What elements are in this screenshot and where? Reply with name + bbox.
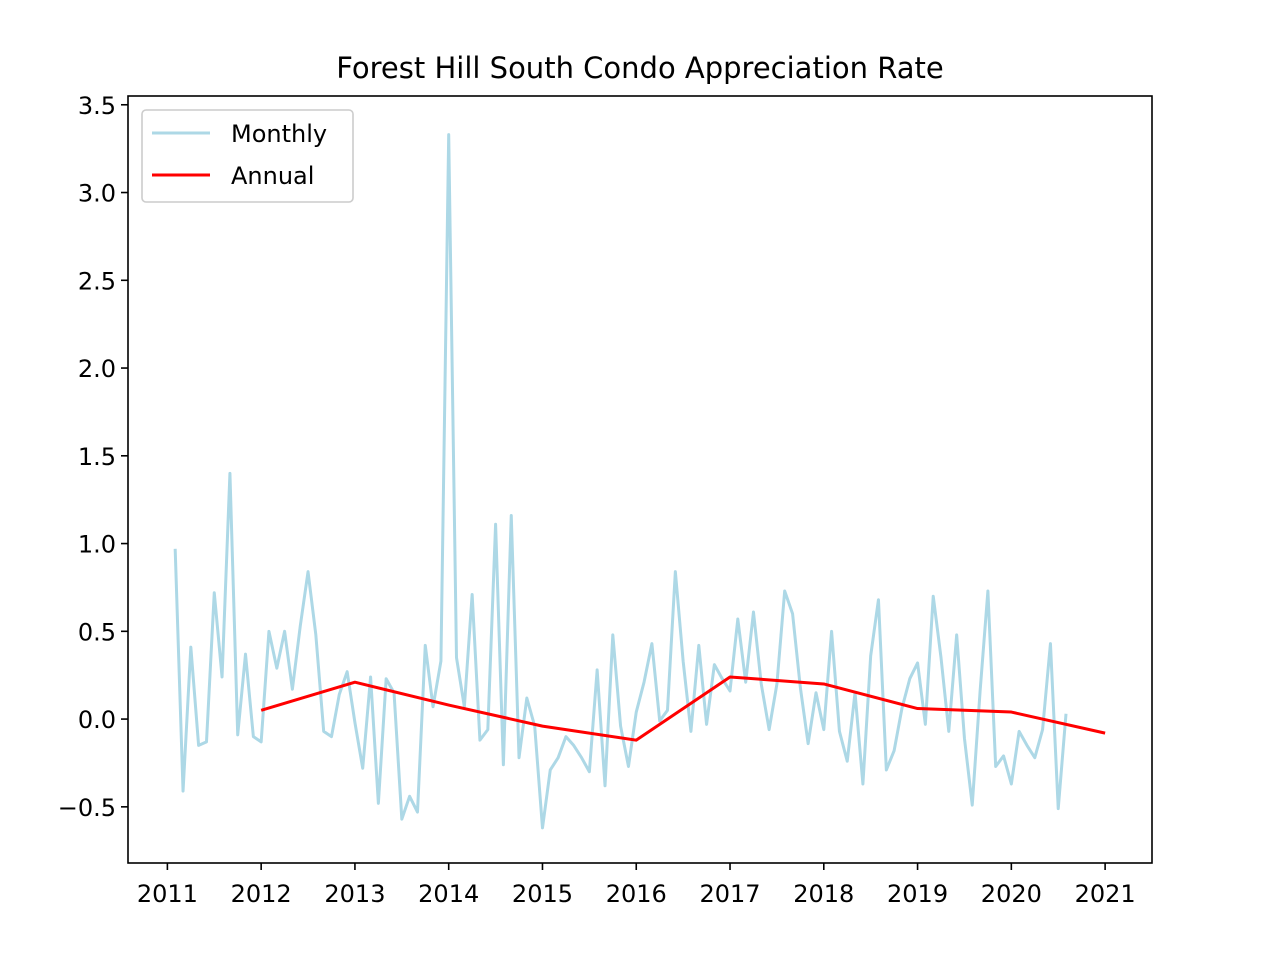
- y-axis: −0.5 0.0 0.5 1.0 1.5 2.0 2.5 3.0 3.5: [58, 92, 128, 822]
- chart-title: Forest Hill South Condo Appreciation Rat…: [336, 51, 943, 85]
- y-tick-label: 1.5: [78, 443, 116, 471]
- y-tick-label: 2.5: [78, 267, 116, 295]
- x-tick-label: 2020: [981, 880, 1042, 908]
- x-tick-label: 2014: [418, 880, 479, 908]
- y-tick-label: 3.0: [78, 180, 116, 208]
- x-tick-label: 2021: [1075, 880, 1136, 908]
- x-tick-label: 2017: [699, 880, 760, 908]
- plot-area: [128, 96, 1152, 863]
- legend-label-annual: Annual: [231, 162, 314, 190]
- series-line-annual: [260, 675, 1106, 742]
- x-tick-label: 2016: [606, 880, 667, 908]
- y-tick-label: 2.0: [78, 355, 116, 383]
- series-layer: [173, 133, 1106, 830]
- x-tick-label: 2011: [137, 880, 198, 908]
- x-axis: 2011 2012 2013 2014 2015 2016 2017 2018 2019 2020…: [137, 863, 1136, 908]
- y-tick-label: 1.0: [78, 531, 116, 559]
- legend-label-monthly: Monthly: [231, 120, 327, 148]
- x-tick-label: 2013: [324, 880, 385, 908]
- x-tick-label: 2018: [793, 880, 854, 908]
- y-tick-label: −0.5: [58, 794, 116, 822]
- x-tick-label: 2019: [887, 880, 948, 908]
- y-tick-label: 0.5: [78, 618, 116, 646]
- x-tick-label: 2015: [512, 880, 573, 908]
- x-tick-label: 2012: [231, 880, 292, 908]
- plot-frame: [127, 95, 1153, 864]
- y-tick-label: 0.0: [78, 706, 116, 734]
- series-line-monthly: [173, 133, 1068, 830]
- y-tick-label: 3.5: [78, 92, 116, 120]
- legend: Monthly Annual: [141, 109, 354, 203]
